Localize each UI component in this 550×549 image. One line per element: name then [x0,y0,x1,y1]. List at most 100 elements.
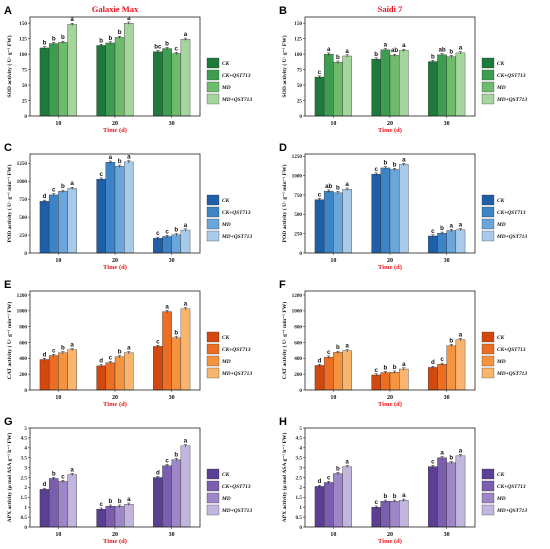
significance-letter: b [165,40,169,47]
legend-label: CK+QST713 [497,347,526,353]
significance-letter: a [402,492,406,499]
significance-letter: a [70,16,74,23]
bar [380,372,391,391]
significance-letter: b [174,227,178,234]
y-tick-label: 150 [19,21,27,27]
bar [171,337,182,391]
y-axis-label: CAT activity ( U· g⁻¹ min⁻¹ FW) [281,302,288,380]
significance-letter: b [336,184,340,191]
bar [437,457,447,528]
legend-swatch [481,218,495,230]
significance-letter: c [431,458,435,465]
bar [389,372,400,391]
significance-letter: c [374,499,378,506]
y-tick-label: 500 [294,212,302,218]
bar [96,45,106,117]
bar [105,506,116,528]
significance-letter: b [449,337,453,344]
significance-letter: c [156,230,160,237]
y-tick-label: 125 [294,36,302,42]
bar [180,445,191,528]
y-tick-label: 1000 [17,309,28,315]
panel-c: C POD activity ( U· g⁻¹ min⁻¹ FW) 0 250 500 7… [4,142,252,271]
significance-letter: d [431,359,435,366]
bar [58,191,68,254]
legend-label: CK [497,198,505,204]
bar [153,238,163,254]
significance-letter: b [174,330,178,337]
significance-letter: b [336,465,340,472]
bar [114,506,125,528]
significance-letter: c [440,356,444,363]
panel-letter: B [279,5,287,17]
legend-swatch [481,492,495,504]
bar [124,504,134,528]
bar [105,362,116,391]
significance-letter: b [109,498,113,505]
y-tick-label: 5 [299,426,302,432]
significance-letter: c [61,473,65,480]
legend-swatch [481,480,495,492]
bar [171,459,182,528]
legend-label: CK+QST713 [497,73,526,79]
bar [446,230,457,254]
bar [67,349,77,391]
legend-label: CK+QST713 [497,210,526,216]
y-tick-label: 0.5 [296,515,303,521]
x-tick-label: 30 [444,258,450,264]
bar [96,365,106,391]
significance-letter: b [384,493,388,500]
legend-label: MD+QST713 [496,508,527,514]
column-title: Saidi 7 [378,4,404,14]
y-tick-label: 1000 [292,173,303,179]
significance-letter: a [345,343,349,350]
bar [342,55,352,117]
legend-label: MD+QST713 [496,371,527,377]
bar [171,53,182,117]
y-tick-label: 1000 [17,179,28,185]
significance-letter: b [384,364,388,371]
y-tick-label: 25 [22,98,28,104]
legend-label: MD [496,496,506,502]
legend-swatch [481,230,495,242]
x-tick-label: 10 [330,121,336,127]
bar [153,51,163,117]
significance-letter: d [318,478,322,485]
legend-label: CK [222,472,230,478]
significance-letter: d [43,193,47,200]
significance-letter: ab [391,47,398,54]
bar [162,236,172,254]
y-axis-label: POD activity ( U· g⁻¹ min⁻¹ FW) [281,164,288,242]
bar [96,178,106,254]
significance-letter: b [52,470,56,477]
bar [446,345,457,391]
y-tick-label: 800 [294,324,302,330]
significance-letter: a [440,450,444,457]
y-tick-label: 4 [24,446,27,452]
x-axis-label: Time (d) [103,127,127,134]
legend-swatch [481,343,495,355]
y-tick-label: 600 [19,340,27,346]
y-tick-label: 3 [299,465,302,471]
x-tick-label: 30 [169,532,175,538]
panel-letter: F [279,279,286,291]
legend-swatch [481,504,495,516]
significance-letter: b [118,498,122,505]
legend-swatch [206,93,220,105]
legend-swatch [206,504,220,516]
panel-letter: C [4,142,12,154]
legend-label: MD+QST713 [221,508,252,514]
y-tick-label: 200 [294,372,302,378]
y-tick-label: 400 [19,356,27,362]
x-tick-label: 20 [112,258,118,264]
significance-letter: b [336,344,340,351]
legend-label: CK+QST713 [222,484,251,490]
significance-letter: c [109,354,113,361]
legend-label: MD [496,359,506,365]
bar [371,374,381,391]
panel-letter: D [279,142,287,154]
y-tick-label: 3.5 [21,456,28,462]
y-tick-label: 0 [299,114,302,120]
significance-letter: a [459,222,463,229]
bar [153,346,163,391]
